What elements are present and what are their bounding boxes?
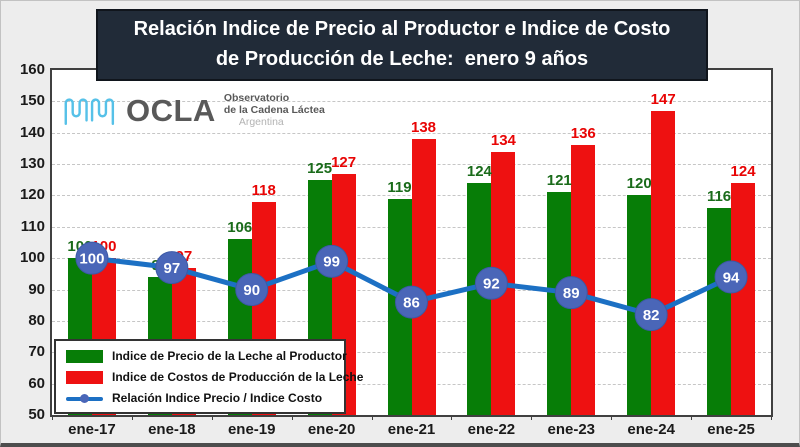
ocla-tagline-2: de la Cadena Láctea — [223, 104, 325, 116]
relation-marker-value: 86 — [403, 294, 420, 311]
bar-value-label: 134 — [490, 131, 516, 149]
relation-marker — [315, 244, 349, 278]
bar-value-label: 125 — [307, 159, 333, 177]
axis-tick-mark — [451, 415, 453, 420]
x-axis-tick-label: ene-19 — [227, 421, 276, 438]
relation-line-layer: 100 97 90 99 86 92 89 82 94 — [75, 241, 748, 332]
legend-label-precio: Indice de Precio de la Leche al Producto… — [112, 349, 347, 363]
relation-marker-value: 82 — [643, 307, 660, 324]
legend-item-relacion: Relación Indice Precio / Indice Costo — [66, 391, 336, 405]
y-axis-tick-label: 90 — [28, 280, 45, 298]
relation-marker — [395, 285, 428, 319]
y-axis-tick-label: 130 — [19, 155, 45, 173]
bar-precio — [707, 208, 732, 415]
x-axis-tick-label: ene-21 — [387, 421, 436, 438]
legend-label-relacion: Relación Indice Precio / Indice Costo — [112, 391, 323, 405]
x-axis-tick-label: ene-24 — [627, 421, 675, 438]
relation-marker-value: 92 — [483, 276, 500, 293]
y-axis-tick-label: 50 — [28, 406, 45, 423]
legend-label-costos: Indice de Costos de Producción de la Lec… — [112, 370, 364, 384]
relation-marker — [235, 273, 269, 307]
gridline — [52, 132, 771, 134]
ocla-logo: OCLA Observatorio de la Cadena Láctea Ar… — [63, 89, 325, 131]
relation-marker — [634, 298, 668, 332]
bar-value-label: 119 — [387, 178, 412, 196]
x-axis-tick-label: ene-23 — [547, 421, 596, 438]
bar-value-label: 116 — [706, 188, 732, 205]
axis-tick-mark — [211, 415, 213, 420]
relation-marker-value: 100 — [79, 251, 104, 268]
relation-marker-value: 90 — [243, 282, 260, 299]
bar-value-label: 120 — [626, 175, 652, 193]
y-axis-tick-label: 110 — [20, 217, 45, 235]
x-axis-tick-label: ene-18 — [148, 421, 196, 438]
ocla-tagline-1: Observatorio — [223, 92, 290, 104]
relation-marker — [714, 260, 748, 294]
bar-costos — [651, 110, 676, 415]
x-axis-tick-label: ene-25 — [707, 421, 755, 438]
axis-tick-mark — [371, 415, 373, 420]
chart-title: Relación Indice de Precio al Productor e… — [96, 9, 708, 81]
bar-value-label: 127 — [331, 153, 357, 171]
legend-swatch-precio — [66, 349, 103, 363]
x-axis-tick-label: ene-20 — [307, 421, 356, 438]
legend-item-precio: Indice de Precio de la Leche al Producto… — [66, 349, 347, 363]
y-axis-tick-label: 60 — [28, 374, 45, 392]
chart-title-line1: Relación Indice de Precio al Productor e… — [133, 18, 671, 40]
relation-marker-value: 99 — [323, 254, 340, 271]
bar-costos — [411, 139, 436, 415]
bar-value-label: 147 — [650, 90, 676, 108]
y-axis-tick-label: 140 — [19, 123, 45, 141]
bar-value-label: 124 — [466, 162, 492, 180]
bar-value-label: 121 — [546, 172, 572, 190]
relation-marker-value: 94 — [723, 269, 740, 286]
axis-tick-mark — [52, 415, 53, 420]
y-axis-tick-label: 160 — [19, 61, 45, 78]
relation-marker — [155, 251, 189, 285]
axis-tick-mark — [131, 415, 133, 420]
relation-marker-value: 89 — [563, 285, 580, 302]
y-axis-tick-label: 120 — [19, 186, 45, 204]
ocla-tagline-3: Argentina — [238, 116, 284, 128]
bar-costos — [731, 182, 756, 415]
chart-title-line2: de Producción de Leche: enero 9 años — [215, 48, 589, 70]
y-axis-tick-label: 100 — [19, 249, 45, 267]
axis-tick-mark — [611, 415, 613, 420]
axis-tick-mark — [771, 415, 772, 420]
y-axis-tick-label: 150 — [19, 92, 45, 110]
bar-value-label: 106 — [227, 219, 253, 237]
gridline — [52, 101, 771, 103]
relation-marker — [554, 276, 588, 310]
axis-tick-mark — [291, 415, 293, 420]
relation-marker — [474, 266, 508, 300]
relation-marker-value: 97 — [163, 260, 180, 277]
legend: Indice de Precio de la Leche al Producto… — [54, 339, 363, 414]
legend-marker-sample — [80, 393, 89, 403]
ocla-logo-text: OCLA — [126, 92, 216, 128]
bar-value-label: 136 — [570, 125, 596, 143]
bar-value-label: 124 — [730, 162, 756, 180]
bar-value-label: 118 — [251, 181, 276, 199]
axis-tick-mark — [531, 415, 533, 420]
x-axis-tick-label: ene-17 — [68, 421, 116, 438]
relation-marker — [75, 241, 109, 275]
y-axis-tick-label: 70 — [28, 343, 45, 361]
y-axis-tick-label: 80 — [28, 311, 45, 329]
x-axis-tick-label: ene-22 — [467, 421, 516, 438]
axis-tick-mark — [691, 415, 693, 420]
legend-swatch-relacion — [66, 392, 103, 405]
bar-value-label: 138 — [410, 119, 437, 136]
legend-item-costos: Indice de Costos de Producción de la Lec… — [66, 370, 363, 384]
ocla-wave-icon — [64, 98, 115, 126]
legend-swatch-costos — [66, 370, 103, 384]
